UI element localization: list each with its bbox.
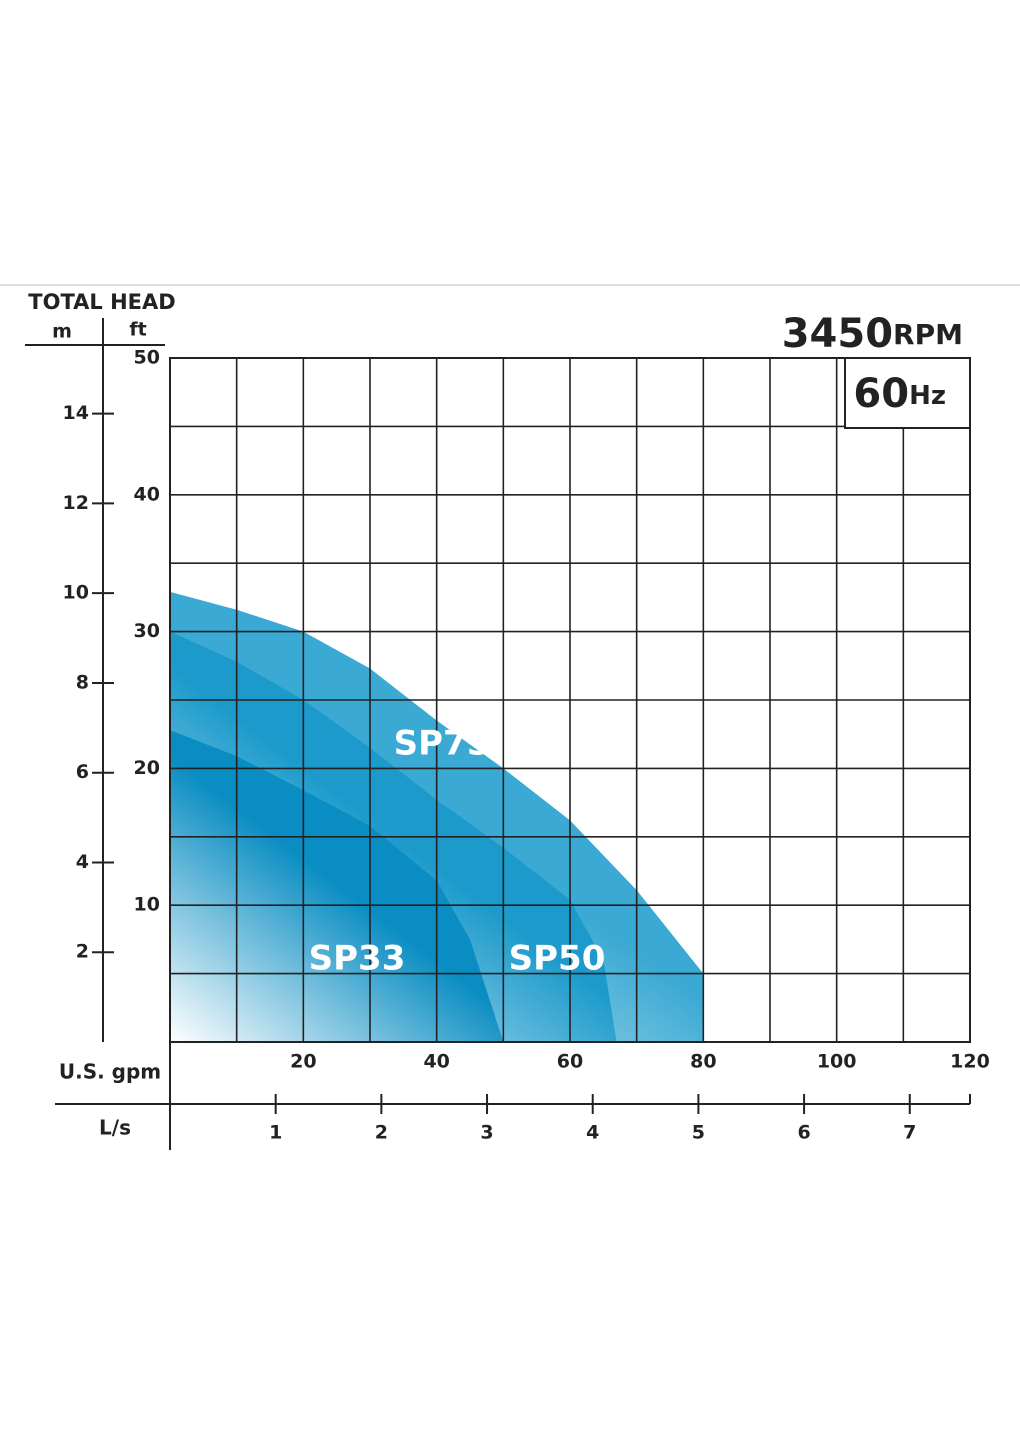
y2-unit: m xyxy=(52,321,72,343)
y2-tick-label: 6 xyxy=(76,761,89,783)
y-tick-label: 20 xyxy=(134,757,160,779)
x-axis-label: U.S. gpm xyxy=(59,1060,161,1084)
x2-tick-label: 5 xyxy=(692,1122,705,1144)
x2-axis-label: L/s xyxy=(99,1116,131,1140)
frequency-box xyxy=(844,357,971,429)
speed-number: 3450 xyxy=(782,311,893,357)
y2-tick-label: 14 xyxy=(63,402,89,424)
speed-label: 3450RPM xyxy=(782,311,963,357)
frequency-label: 60Hz xyxy=(853,371,946,417)
y2-tick-label: 4 xyxy=(76,851,89,873)
y-tick-label: 10 xyxy=(134,894,160,916)
frequency-unit: Hz xyxy=(909,381,946,411)
x2-tick-label: 6 xyxy=(797,1122,810,1144)
plot-frame xyxy=(169,357,971,1043)
y-tick-label: 30 xyxy=(134,620,160,642)
x2-tick-label: 3 xyxy=(480,1122,493,1144)
series-label: SP33 xyxy=(309,939,406,979)
x-tick-label: 40 xyxy=(423,1051,449,1073)
y-unit: ft xyxy=(129,319,146,341)
y2-tick-label: 2 xyxy=(76,941,89,963)
y-tick-label: 40 xyxy=(134,483,160,505)
x2-tick-label: 4 xyxy=(586,1122,599,1144)
y-axis-title: TOTAL HEAD xyxy=(28,290,175,314)
x-tick-label: 120 xyxy=(950,1051,990,1073)
x2-tick-label: 7 xyxy=(903,1122,916,1144)
y2-tick-label: 8 xyxy=(76,671,89,693)
series-label: SP50 xyxy=(509,939,606,979)
x2-tick-label: 1 xyxy=(269,1122,282,1144)
x-tick-label: 100 xyxy=(817,1051,857,1073)
frequency-number: 60 xyxy=(853,371,909,417)
pump-curve-area xyxy=(170,730,504,1042)
speed-unit: RPM xyxy=(893,318,963,351)
y-tick-label: 50 xyxy=(134,347,160,369)
series-label: SP75 xyxy=(394,724,491,764)
x-tick-label: 20 xyxy=(290,1051,316,1073)
x-tick-label: 60 xyxy=(557,1051,583,1073)
x-tick-label: 80 xyxy=(690,1051,716,1073)
x2-tick-label: 2 xyxy=(375,1122,388,1144)
y2-tick-label: 10 xyxy=(63,582,89,604)
y2-tick-label: 12 xyxy=(63,492,89,514)
